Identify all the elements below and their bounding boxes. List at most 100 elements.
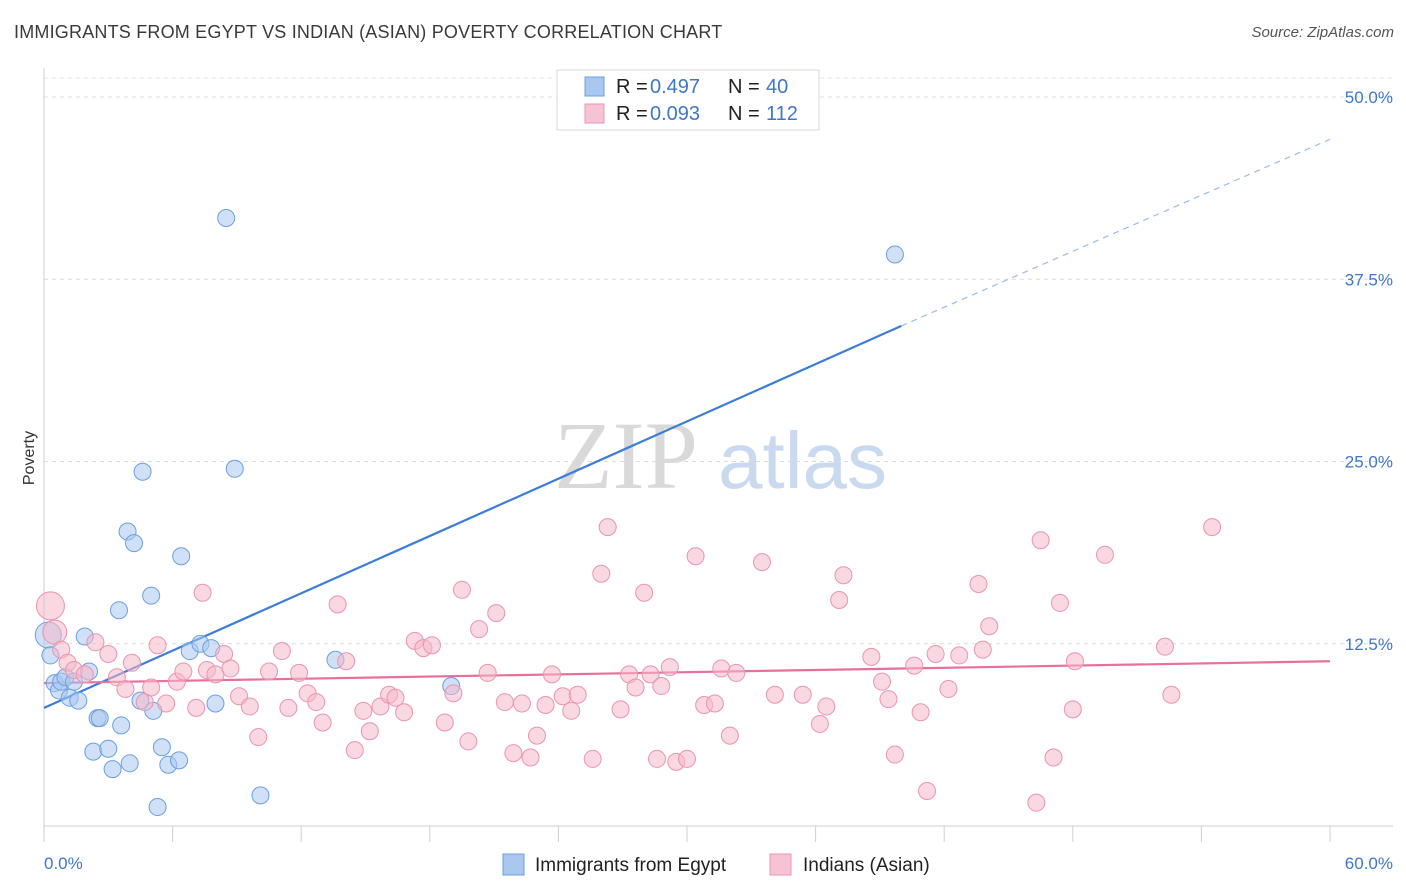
point-egypt	[206, 694, 225, 713]
point-indian	[635, 583, 654, 602]
point-indian	[221, 659, 240, 678]
point-egypt	[133, 462, 152, 481]
point-indian	[862, 647, 881, 666]
point-indian	[444, 684, 463, 703]
point-indian	[452, 580, 471, 599]
point-indian	[905, 656, 924, 675]
point-indian	[536, 695, 555, 714]
point-indian	[973, 640, 992, 659]
point-indian	[753, 553, 772, 572]
bottom-legend-swatch-indian	[769, 853, 792, 876]
x-tick-label-min: 0.0%	[44, 854, 83, 873]
point-indian	[647, 749, 666, 768]
legend-n-indian: 112	[766, 103, 798, 125]
point-indian	[720, 726, 739, 745]
point-indian	[885, 745, 904, 764]
point-indian	[1095, 545, 1114, 564]
point-egypt	[90, 709, 109, 728]
point-indian	[879, 690, 898, 709]
point-indian	[148, 636, 167, 655]
legend-swatch-indian	[584, 103, 605, 124]
point-indian	[328, 595, 347, 614]
point-indian	[712, 659, 731, 678]
legend-n-label-egypt: N =	[728, 76, 760, 98]
point-indian	[75, 665, 94, 684]
point-indian	[592, 564, 611, 583]
point-indian	[157, 694, 176, 713]
point-indian	[652, 677, 671, 696]
point-egypt	[172, 547, 191, 566]
point-indian	[307, 693, 326, 712]
point-egypt	[112, 716, 131, 735]
point-egypt	[84, 742, 103, 761]
y-axis-title: Poverty	[21, 431, 38, 485]
bottom-legend-label-egypt: Immigrants from Egypt	[535, 855, 727, 876]
chart-title: IMMIGRANTS FROM EGYPT VS INDIAN (ASIAN) …	[14, 22, 723, 42]
point-indian	[345, 741, 364, 760]
point-indian	[193, 583, 212, 602]
point-indian	[435, 713, 454, 732]
legend-swatch-egypt	[584, 76, 605, 97]
point-indian	[727, 663, 746, 682]
point-indian	[553, 687, 572, 706]
legend-r-egypt: 0.497	[650, 76, 700, 98]
point-egypt	[103, 760, 122, 779]
point-indian	[686, 547, 705, 566]
point-indian	[512, 694, 531, 713]
point-indian	[487, 604, 506, 623]
point-indian	[290, 663, 309, 682]
point-egypt	[125, 534, 144, 553]
point-indian	[1162, 685, 1181, 704]
point-indian	[395, 703, 414, 722]
point-indian	[1050, 593, 1069, 612]
point-indian	[337, 652, 356, 671]
y-tick-label: 50.0%	[1345, 88, 1393, 107]
point-indian	[470, 620, 489, 639]
point-egypt	[120, 754, 139, 773]
point-egypt	[110, 601, 129, 620]
point-indian	[911, 703, 930, 722]
watermark-zip: ZIP	[554, 402, 698, 509]
trendline-indian	[43, 660, 1331, 685]
point-indian	[834, 566, 853, 585]
point-indian	[918, 782, 937, 801]
point-indian	[969, 574, 988, 593]
point-indian	[279, 698, 298, 717]
point-indian	[1027, 793, 1046, 812]
point-indian	[562, 701, 581, 720]
point-indian	[504, 744, 523, 763]
point-indian	[817, 697, 836, 716]
point-indian	[122, 653, 141, 672]
point-indian	[174, 662, 193, 681]
legend-n-egypt: 40	[766, 76, 788, 98]
trendline-egypt	[43, 324, 902, 709]
point-indian	[705, 694, 724, 713]
point-indian	[495, 693, 514, 712]
point-indian	[249, 728, 268, 747]
x-tick-label-max: 60.0%	[1345, 854, 1393, 873]
point-egypt	[142, 586, 161, 605]
point-indian	[1155, 637, 1174, 656]
legend-n-label-indian: N =	[728, 103, 760, 125]
point-indian	[980, 617, 999, 636]
watermark-atlas: atlas	[718, 416, 887, 505]
y-tick-label: 25.0%	[1345, 453, 1393, 472]
top-legend: R = 0.497 N = 40 R = 0.093 N = 112	[556, 69, 820, 131]
legend-r-label-egypt: R =	[616, 76, 648, 98]
point-indian	[240, 697, 259, 716]
point-egypt	[217, 209, 236, 228]
point-indian	[1203, 518, 1222, 537]
point-indian	[626, 678, 645, 697]
point-indian	[793, 685, 812, 704]
point-indian	[873, 672, 892, 691]
point-indian	[422, 636, 441, 655]
point-egypt	[99, 739, 118, 758]
point-indian	[678, 749, 696, 768]
source-credit: Source: ZipAtlas.com	[1251, 24, 1394, 41]
point-indian	[810, 714, 829, 733]
point-indian	[260, 662, 279, 681]
point-indian	[1044, 748, 1063, 767]
point-indian	[830, 591, 849, 610]
point-indian	[42, 619, 68, 645]
point-indian	[950, 646, 969, 665]
